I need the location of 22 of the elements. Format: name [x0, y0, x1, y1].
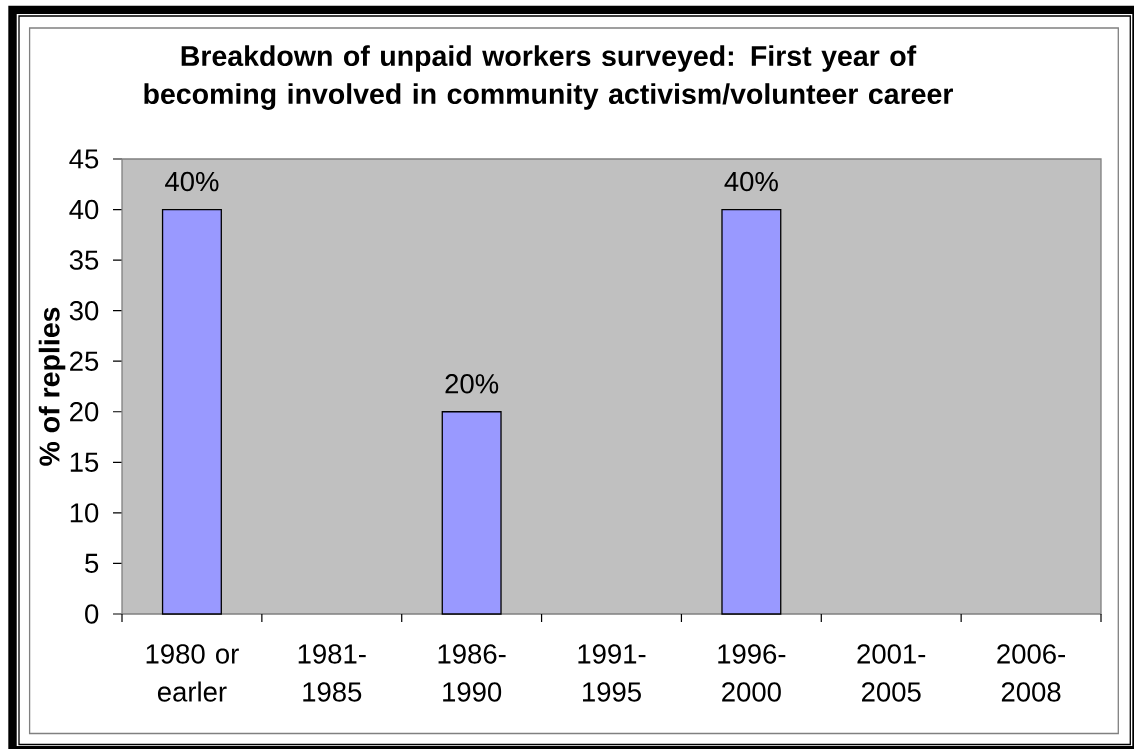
x-tick-label: 2006-2008	[997, 644, 1066, 702]
x-tick-label: 1980 or earler	[146, 644, 239, 702]
x-tick-label: 1981-1985	[298, 644, 366, 702]
y-tick-label: 20	[70, 402, 99, 422]
y-tick-label: 45	[69, 149, 99, 169]
y-tick-label: 25	[70, 351, 99, 371]
y-tick-label: 0	[85, 604, 99, 624]
data-label: 40%	[165, 171, 219, 192]
x-tick-label: 1996-2000	[718, 644, 786, 702]
x-tick-label: 2001-2005	[857, 644, 926, 702]
y-tick-label: 5	[85, 553, 99, 574]
y-tick-label: 35	[69, 250, 99, 270]
x-tick-label: 1991-1995	[578, 644, 646, 702]
y-axis-title: % of replies	[38, 307, 66, 466]
data-label: 40%	[724, 171, 778, 192]
x-tick-label: 1986-1990	[438, 644, 506, 702]
y-tick-label: 40	[69, 199, 99, 220]
data-label: 20%	[445, 374, 499, 394]
y-tick-label: 15	[70, 452, 99, 472]
y-tick-label: 10	[70, 503, 99, 523]
chart-title: Breakdown of unpaid workers surveyed: First year of becoming involved in community activism/volunteer career	[144, 45, 953, 110]
y-tick-label: 30	[69, 300, 99, 321]
